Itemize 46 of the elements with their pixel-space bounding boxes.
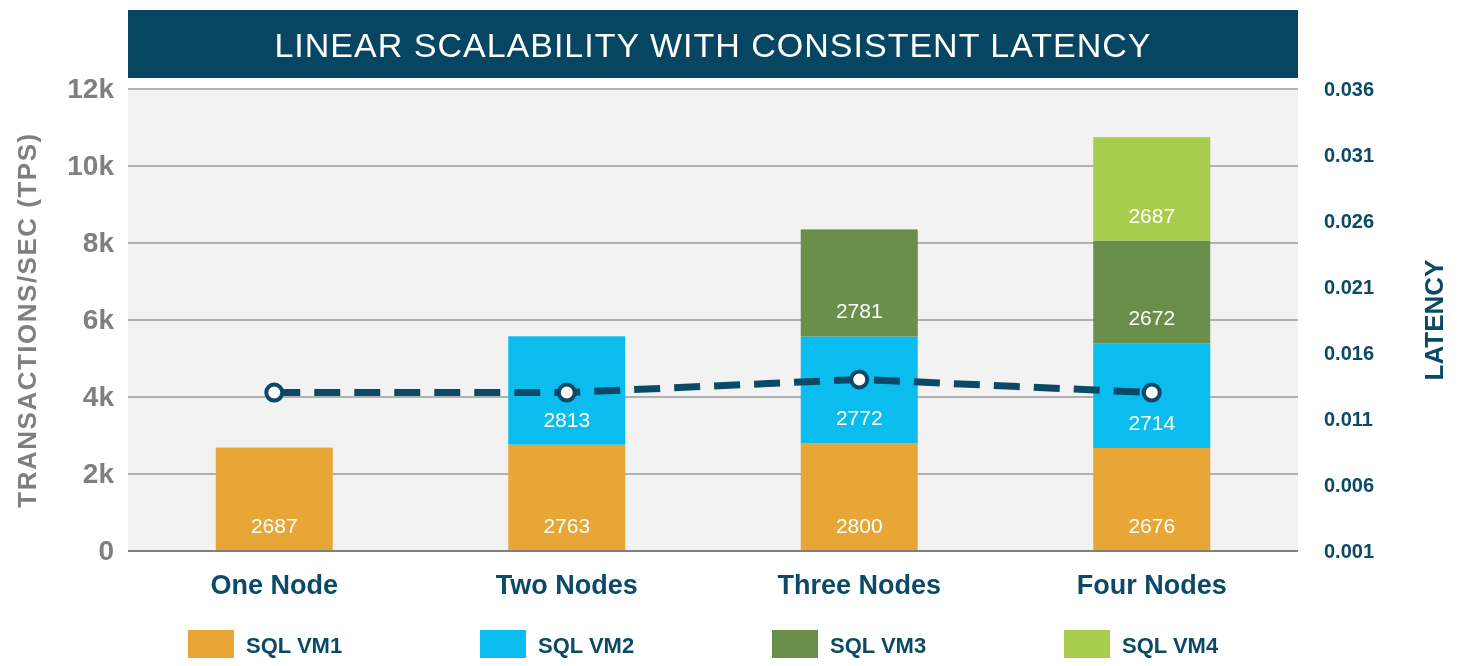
chart-title: LINEAR SCALABILITY WITH CONSISTENT LATENCY [274, 26, 1152, 64]
y2-tick-label: 0.031 [1324, 143, 1375, 166]
bar [215, 447, 333, 551]
legend-label: SQL VM1 [246, 633, 343, 658]
bar [1093, 447, 1211, 551]
x-tick-label: Three Nodes [777, 570, 942, 601]
bar [1093, 343, 1211, 448]
data-label: 2714 [1128, 410, 1176, 434]
bar [800, 229, 918, 337]
bar [1093, 240, 1211, 344]
y-tick-label: 8k [82, 227, 115, 259]
y2-tick-label: 0.026 [1324, 209, 1375, 232]
y2-tick-label: 0.036 [1324, 77, 1375, 100]
data-label: 2781 [835, 299, 883, 323]
bar [1093, 137, 1211, 241]
legend-label: SQL VM2 [538, 633, 635, 658]
y2-tick-label: 0.016 [1324, 341, 1375, 364]
data-label: 2813 [543, 407, 591, 431]
y-axis-title: TRANSACTIONS/SEC (TPS) [12, 132, 42, 508]
x-tick-label: Four Nodes [1076, 570, 1227, 601]
x-tick-label: One Node [210, 570, 339, 601]
y2-tick-label: 0.001 [1324, 539, 1375, 562]
y2-tick-label: 0.011 [1324, 407, 1373, 430]
y-tick-label: 12k [67, 73, 115, 105]
bar [800, 443, 918, 551]
data-label: 2687 [1128, 203, 1176, 227]
data-label: 2763 [543, 514, 591, 537]
y2-tick-label: 0.021 [1324, 275, 1375, 298]
legend-label: SQL VM4 [1122, 633, 1219, 658]
bar [800, 336, 918, 444]
data-label: 2676 [1128, 514, 1176, 537]
y2-tick-label: 0.006 [1324, 473, 1375, 496]
data-label: 2687 [250, 514, 298, 537]
bar [508, 336, 626, 445]
y-tick-label: 2k [82, 458, 115, 490]
bar [508, 444, 626, 551]
y-tick-label: 0 [98, 535, 114, 567]
y-tick-label: 10k [67, 150, 115, 182]
legend-label: SQL VM3 [830, 633, 927, 658]
x-tick-label: Two Nodes [495, 570, 638, 601]
y2-axis-title: LATENCY [1419, 259, 1449, 381]
data-label: 2800 [835, 514, 883, 537]
data-label: 2772 [835, 406, 883, 430]
data-label: 2672 [1128, 306, 1176, 330]
y-tick-label: 4k [82, 381, 115, 413]
y-tick-label: 6k [82, 304, 115, 336]
